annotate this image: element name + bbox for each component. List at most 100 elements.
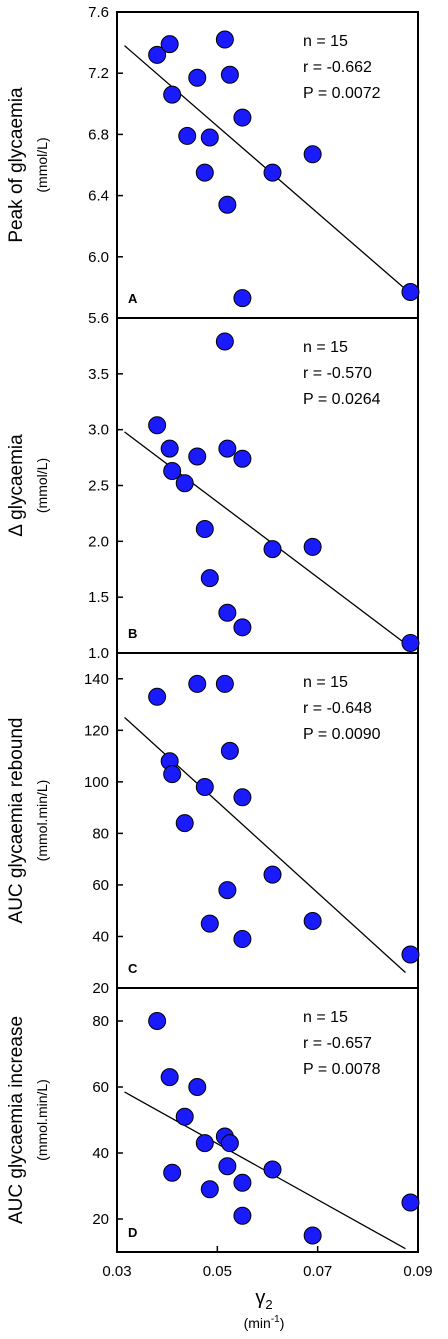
y-tick-label: 40: [92, 928, 109, 945]
data-point: [163, 765, 182, 784]
data-point: [233, 1206, 252, 1225]
data-point: [401, 945, 420, 964]
data-point: [163, 461, 182, 480]
stat-line: P = 0.0078: [303, 1061, 381, 1078]
data-point: [160, 35, 179, 54]
data-point: [218, 881, 237, 900]
y-tick-label: 120: [84, 722, 109, 739]
y-tick-label: 1.0: [88, 645, 109, 662]
data-point: [200, 569, 219, 588]
data-point: [200, 914, 219, 933]
data-point: [233, 930, 252, 949]
panel-letter: B: [128, 626, 137, 641]
data-point: [401, 282, 420, 301]
data-point: [233, 108, 252, 127]
y-tick-label: 6.8: [88, 126, 109, 143]
panel-letter: C: [128, 961, 138, 976]
data-point: [233, 289, 252, 308]
stat-line: n = 15: [303, 674, 348, 691]
data-point: [178, 126, 197, 145]
data-point: [220, 65, 239, 84]
data-point: [195, 778, 214, 796]
x-tick-label: 0.07: [303, 1263, 332, 1280]
y-tick-label: 100: [84, 774, 109, 791]
y-tick-label: 140: [84, 671, 109, 688]
stat-line: n = 15: [303, 339, 348, 356]
stat-line: r = -0.648: [303, 700, 372, 717]
y-axis-label: Δ glycaemia: [6, 434, 27, 537]
data-point: [215, 332, 234, 351]
data-point: [215, 30, 234, 49]
x-axis-label: γ2: [255, 1287, 272, 1312]
data-point: [148, 687, 167, 706]
data-point: [263, 163, 282, 182]
x-axis-unit: (min-1): [244, 1314, 285, 1331]
stat-line: P = 0.0090: [303, 726, 381, 743]
data-point: [148, 416, 167, 435]
data-point: [163, 85, 182, 104]
data-point: [163, 1163, 182, 1182]
data-point: [303, 145, 322, 164]
data-point: [233, 618, 252, 637]
data-point: [303, 912, 322, 930]
panel-letter: D: [128, 1225, 137, 1240]
panel-d: 20 40 60 80 AUC glycaemia increase (mmol.min/…: [6, 987, 420, 1253]
panel-b: 1.0 1.5 2.0 2.5 3.0 3.5 Δ glycaemia (mmol/L) n =…: [6, 317, 420, 662]
y-tick-label: 60: [92, 877, 109, 894]
data-point: [148, 45, 167, 64]
panel-a: 5.6 6.0 6.4 6.8 7.2 7.6 Peak of glycaemia (mmol…: [6, 4, 420, 327]
data-point: [218, 439, 237, 458]
data-point: [233, 788, 252, 807]
y-tick-label: 7.6: [88, 4, 109, 21]
data-point: [303, 537, 322, 556]
data-point: [188, 674, 207, 693]
x-tick-label: 0.03: [102, 1263, 131, 1280]
data-point: [188, 1078, 207, 1096]
data-point: [215, 674, 234, 693]
panels: 5.6 6.0 6.4 6.8 7.2 7.6 Peak of glycaemia (mmol…: [6, 4, 420, 1253]
data-point: [175, 1107, 194, 1126]
y-tick-label: 6.4: [88, 188, 109, 205]
data-point: [401, 1193, 420, 1212]
y-tick-label: 6.0: [88, 249, 109, 266]
data-point: [175, 814, 194, 833]
y-axis-label: AUC glycaemia rebound: [6, 718, 27, 924]
y-tick-label: 2.5: [88, 478, 109, 495]
data-point: [188, 68, 207, 87]
data-point: [263, 540, 282, 559]
data-point: [195, 163, 214, 182]
data-point: [200, 1180, 219, 1199]
data-point: [160, 439, 179, 458]
y-tick-label: 60: [92, 1079, 109, 1096]
data-point: [263, 865, 282, 884]
data-point: [160, 1068, 179, 1087]
y-axis-unit: (mmol.min/L): [34, 780, 50, 862]
y-tick-label: 80: [92, 825, 109, 842]
data-point: [218, 195, 237, 214]
data-point: [233, 449, 252, 468]
y-axis-unit: (mmol.min/L): [34, 1079, 50, 1161]
data-point: [195, 520, 214, 539]
data-point: [263, 1160, 282, 1179]
stat-line: r = -0.662: [303, 59, 372, 76]
stat-line: r = -0.657: [303, 1035, 372, 1052]
stat-line: P = 0.0264: [303, 391, 381, 408]
data-point: [220, 1134, 239, 1153]
data-point: [401, 633, 420, 652]
y-axis-label: Peak of glycaemia: [6, 87, 27, 243]
data-point: [303, 1226, 322, 1245]
stat-line: r = -0.570: [303, 365, 372, 382]
data-point: [220, 741, 239, 760]
data-point: [218, 603, 237, 622]
data-point: [200, 128, 219, 147]
x-axis: γ2 (min-1) 0.03 0.05 0.07 0.09: [102, 1246, 433, 1331]
y-tick-label: 1.5: [88, 589, 109, 606]
y-tick-label: 2.0: [88, 533, 109, 550]
panel-frame: [116, 317, 419, 654]
stat-line: n = 15: [303, 1009, 348, 1026]
data-point: [188, 447, 207, 466]
y-axis-label: AUC glycaemia increase: [6, 1016, 27, 1224]
stat-line: n = 15: [303, 33, 348, 50]
y-tick-label: 3.0: [88, 422, 109, 439]
